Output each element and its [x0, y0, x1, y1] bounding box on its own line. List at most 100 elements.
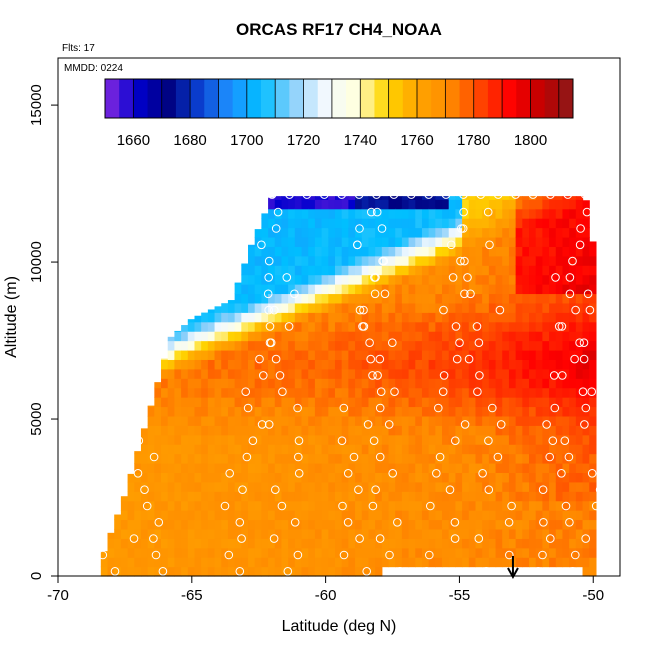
heatmap-cell: [482, 500, 490, 511]
heatmap-cell: [375, 397, 383, 408]
heatmap-cell: [308, 434, 316, 445]
heatmap-cell: [248, 302, 256, 313]
heatmap-cell: [502, 472, 510, 483]
heatmap-cell: [227, 566, 236, 577]
heatmap-cell: [475, 528, 483, 539]
heatmap-cell: [415, 312, 423, 323]
heatmap-cell: [435, 312, 443, 323]
heatmap-cell: [261, 434, 269, 445]
heatmap-cell: [582, 236, 590, 247]
heatmap-cell: [569, 265, 577, 276]
heatmap-cell: [187, 387, 196, 398]
heatmap-cell: [194, 538, 202, 549]
heatmap-cell: [462, 349, 470, 360]
heatmap-cell: [421, 236, 430, 247]
heatmap-cell: [462, 519, 470, 530]
heatmap-cell: [268, 284, 276, 295]
heatmap-cell: [375, 331, 383, 342]
heatmap-cell: [582, 321, 590, 332]
heatmap-cell: [428, 331, 436, 342]
heatmap-cell: [174, 359, 182, 370]
observation-point: [483, 207, 493, 217]
heatmap-cell: [529, 397, 537, 408]
heatmap-cell: [361, 368, 370, 379]
heatmap-cell: [187, 528, 196, 539]
heatmap-cell: [194, 453, 202, 464]
observation-point: [551, 273, 560, 282]
heatmap-cell: [274, 199, 283, 210]
heatmap-cell: [361, 349, 370, 360]
heatmap-cell: [268, 331, 276, 342]
heatmap-cell: [174, 378, 182, 389]
heatmap-cell: [234, 340, 242, 351]
heatmap-cell: [522, 557, 530, 568]
heatmap-cell: [348, 227, 356, 238]
heatmap-cell: [502, 302, 510, 313]
observation-point: [339, 403, 349, 413]
heatmap-cell: [428, 227, 436, 238]
heatmap-cell: [421, 312, 430, 323]
heatmap-cell: [167, 557, 176, 568]
heatmap-cell: [234, 406, 242, 417]
heatmap-cell: [495, 538, 503, 549]
heatmap-cell: [234, 547, 242, 558]
heatmap-cell: [529, 538, 537, 549]
heatmap-cell: [542, 462, 550, 473]
heatmap-cell: [321, 359, 329, 370]
heatmap-cell: [502, 406, 510, 417]
heatmap-cell: [120, 538, 129, 549]
heatmap-cell: [515, 255, 523, 266]
heatmap-cell: [455, 312, 463, 323]
heatmap-cell: [268, 481, 276, 492]
heatmap-cell: [194, 519, 202, 530]
heatmap-cell: [575, 406, 584, 417]
heatmap-cell: [241, 434, 249, 445]
heatmap-cell: [549, 227, 557, 238]
heatmap-cell: [348, 387, 356, 398]
heatmap-cell: [522, 472, 530, 483]
heatmap-cell: [522, 453, 530, 464]
heatmap-cell: [261, 284, 269, 295]
heatmap-cell: [502, 557, 510, 568]
heatmap-cell: [321, 312, 329, 323]
heatmap-cell: [274, 312, 283, 323]
heatmap-cell: [529, 331, 537, 342]
heatmap-cell: [502, 349, 510, 360]
heatmap-cell: [334, 557, 343, 568]
heatmap-cell: [589, 349, 597, 360]
heatmap-cell: [428, 199, 436, 210]
heatmap-cell: [328, 500, 336, 511]
heatmap-cell: [194, 321, 202, 332]
heatmap-cell: [542, 340, 550, 351]
heatmap-cell: [529, 500, 537, 511]
heatmap-cell: [361, 274, 370, 285]
heatmap-cell: [334, 415, 343, 426]
heatmap-cell: [408, 227, 416, 238]
heatmap-cell: [468, 284, 477, 295]
heatmap-cell: [314, 236, 323, 247]
heatmap-cell: [301, 387, 309, 398]
heatmap-cell: [161, 397, 169, 408]
heatmap-cell: [529, 462, 537, 473]
heatmap-cell: [341, 510, 349, 521]
heatmap-cell: [508, 481, 517, 492]
heatmap-cell: [187, 472, 196, 483]
heatmap-cell: [161, 453, 169, 464]
heatmap-cell: [334, 406, 343, 417]
heatmap-cell: [308, 378, 316, 389]
heatmap-cell: [482, 349, 490, 360]
heatmap-cell: [488, 519, 497, 530]
heatmap-cell: [227, 387, 236, 398]
observation-point: [134, 403, 144, 413]
heatmap-cell: [549, 491, 557, 502]
heatmap-cell: [308, 406, 316, 417]
heatmap-cell: [161, 538, 169, 549]
heatmap-cell: [308, 566, 316, 577]
y-tick-label: 0: [28, 572, 45, 580]
heatmap-cell: [301, 349, 309, 360]
heatmap-cell: [589, 255, 597, 266]
heatmap-cell: [355, 387, 363, 398]
heatmap-cell: [361, 462, 370, 473]
heatmap-cell: [281, 566, 289, 577]
heatmap-cell: [575, 255, 584, 266]
